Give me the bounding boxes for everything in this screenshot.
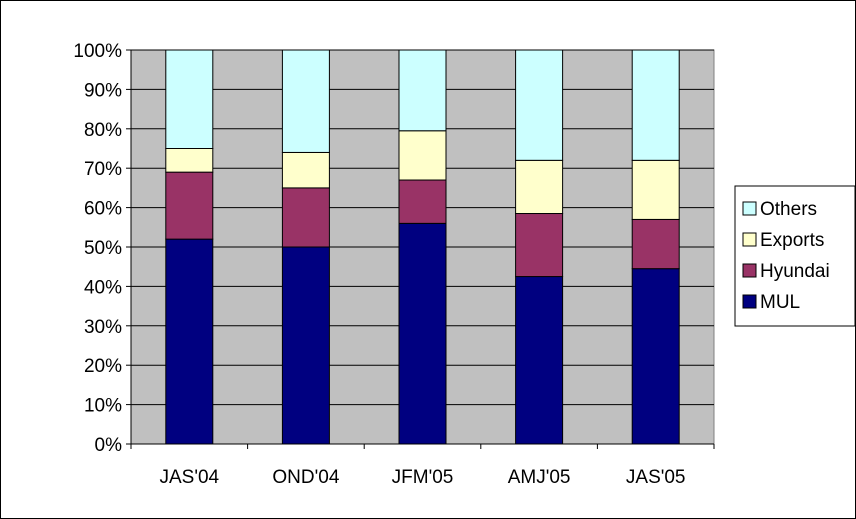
bar-segment-mul	[398, 222, 447, 445]
bar-segment-exports	[398, 130, 447, 181]
bar-segment-exports	[515, 159, 564, 215]
x-tick-label: AMJ'05	[508, 467, 571, 488]
legend-swatch-others	[742, 201, 757, 216]
bar-segment-others	[165, 49, 214, 149]
y-tick-label: 10%	[84, 396, 122, 417]
bar-segment-others	[281, 49, 330, 153]
legend-swatch-hyundai	[742, 263, 757, 278]
bar-segment-hyundai	[165, 171, 214, 240]
bar-segment-exports	[281, 151, 330, 189]
y-tick-label: 0%	[95, 435, 123, 456]
bar-segment-hyundai	[281, 187, 330, 248]
legend: Others Exports Hyundai MUL	[734, 185, 855, 327]
y-tick-label: 40%	[84, 277, 122, 298]
bar-segment-hyundai	[398, 179, 447, 224]
y-tick-label: 20%	[84, 356, 122, 377]
bar-segment-hyundai	[631, 218, 680, 270]
y-tick-label: 90%	[84, 80, 122, 101]
y-tick-label: 50%	[84, 238, 122, 259]
legend-swatch-exports	[742, 232, 757, 247]
plot-area: 0% 10% 20% 30% 40% 50% 60% 70% 80% 90% 100% JAS'04 O…	[73, 41, 715, 488]
y-tick-label: 60%	[84, 199, 122, 220]
bar-segment-exports	[165, 148, 214, 173]
legend-label-exports: Exports	[760, 230, 824, 251]
bar-segment-others	[398, 49, 447, 132]
x-tick-label: OND'04	[272, 467, 339, 488]
bar-segment-exports	[631, 159, 680, 220]
bar-segment-others	[631, 49, 680, 161]
y-tick-label: 30%	[84, 317, 122, 338]
y-tick-label: 80%	[84, 120, 122, 141]
bar-segment-mul	[515, 276, 564, 445]
bar-segment-mul	[165, 238, 214, 445]
legend-swatch-mul	[742, 294, 757, 309]
x-tick-label: JAS'04	[159, 467, 219, 488]
legend-label-mul: MUL	[760, 292, 800, 313]
bar-segment-hyundai	[515, 213, 564, 278]
legend-label-hyundai: Hyundai	[760, 261, 830, 282]
y-tick-label: 70%	[84, 159, 122, 180]
legend-label-others: Others	[760, 199, 817, 220]
bar-segment-mul	[281, 246, 330, 445]
bar-segment-others	[515, 49, 564, 161]
bar-segment-mul	[631, 268, 680, 445]
x-tick-label: JAS'05	[626, 467, 686, 488]
y-tick-label: 100%	[73, 41, 122, 62]
x-tick-label: JFM'05	[392, 467, 454, 488]
